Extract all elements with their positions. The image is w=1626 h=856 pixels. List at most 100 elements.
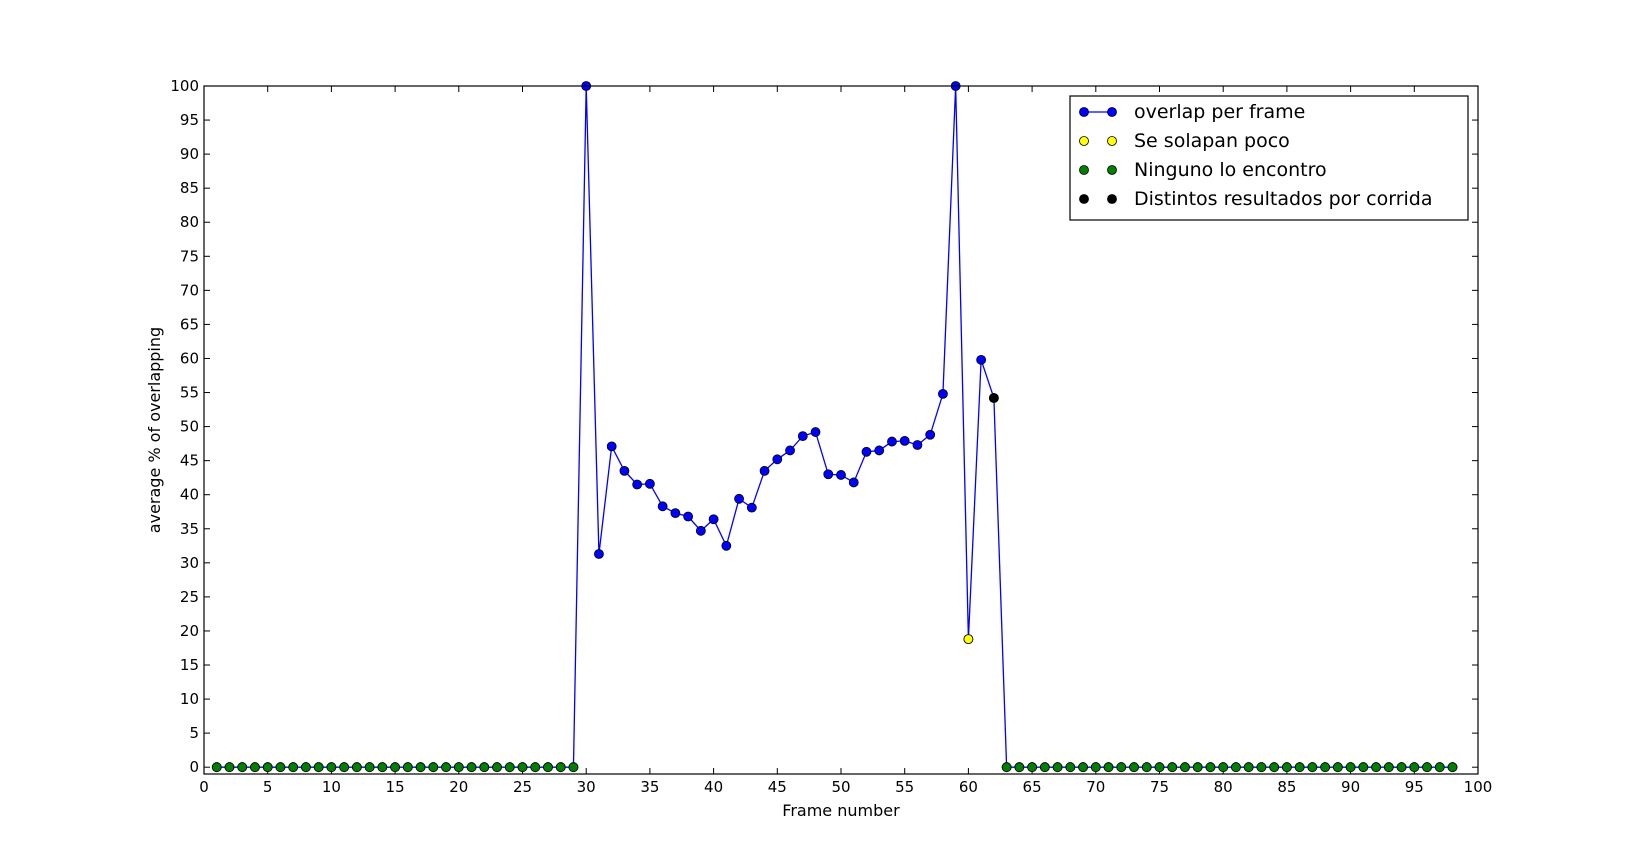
data-point <box>606 441 617 452</box>
data-point <box>492 762 502 773</box>
data-point <box>1282 762 1292 773</box>
y-tick-label: 65 <box>180 315 199 333</box>
y-tick-label: 85 <box>180 179 199 197</box>
x-tick-label: 80 <box>1214 778 1233 796</box>
data-point <box>1383 762 1394 773</box>
y-tick-label: 35 <box>180 520 199 538</box>
legend-marker <box>1079 165 1089 175</box>
x-tick-label: 35 <box>640 778 659 796</box>
data-point <box>619 465 630 476</box>
data-point <box>1269 762 1280 773</box>
x-tick-label: 90 <box>1341 778 1360 796</box>
series-layer <box>211 81 1458 773</box>
data-point <box>594 549 604 559</box>
data-point <box>351 762 362 773</box>
data-point <box>938 388 948 399</box>
data-point <box>275 762 286 773</box>
data-point <box>479 762 490 773</box>
data-point <box>759 465 770 476</box>
data-point <box>1320 762 1331 773</box>
y-tick-label: 80 <box>180 213 199 231</box>
y-tick-label: 55 <box>180 384 199 402</box>
data-point <box>963 634 974 645</box>
data-point <box>874 445 885 456</box>
data-point <box>313 762 324 773</box>
data-point <box>810 427 821 437</box>
data-point <box>695 525 706 536</box>
data-point <box>1434 762 1445 773</box>
data-point <box>1256 762 1267 773</box>
data-point <box>1065 762 1076 773</box>
data-point <box>453 762 464 773</box>
legend-frame <box>1069 95 1469 221</box>
data-point <box>1103 762 1114 773</box>
legend-marker <box>1107 136 1117 146</box>
data-point <box>1078 762 1088 773</box>
x-tick-label: 0 <box>199 778 209 796</box>
y-tick-label: 15 <box>180 656 199 674</box>
data-point <box>377 762 388 773</box>
x-tick-label: 5 <box>263 778 273 796</box>
data-point <box>1141 762 1152 773</box>
x-tick-label: 15 <box>386 778 405 796</box>
x-tick-label: 45 <box>768 778 787 796</box>
legend-marker <box>1079 107 1089 117</box>
legend-marker <box>1107 165 1117 175</box>
data-point <box>772 454 783 465</box>
data-point <box>1090 762 1101 773</box>
series-2 <box>211 762 1458 773</box>
data-point <box>211 762 222 773</box>
series-3 <box>988 393 999 403</box>
data-point <box>415 762 426 773</box>
data-point <box>1294 762 1305 773</box>
data-point <box>976 354 987 365</box>
data-point <box>1447 762 1458 773</box>
data-point <box>339 762 350 773</box>
x-tick-label: 75 <box>1150 778 1169 796</box>
data-point <box>390 762 401 773</box>
data-point <box>836 470 846 480</box>
data-point <box>1052 762 1063 773</box>
data-point <box>1167 762 1178 773</box>
data-point <box>683 511 694 522</box>
data-point <box>1192 762 1203 773</box>
data-point <box>632 479 643 490</box>
x-tick-label: 85 <box>1277 778 1296 796</box>
data-point <box>237 762 248 773</box>
legend-label: overlap per frame <box>1134 101 1305 123</box>
data-point <box>530 762 541 773</box>
plot-frame <box>203 85 1479 775</box>
data-point <box>1422 762 1432 773</box>
data-point <box>1307 762 1318 773</box>
x-tick-label: 10 <box>322 778 341 796</box>
x-tick-label: 60 <box>959 778 978 796</box>
y-tick-label: 20 <box>180 622 199 640</box>
data-point <box>1205 762 1216 773</box>
data-point <box>466 762 477 773</box>
data-point <box>1358 762 1369 773</box>
data-point <box>1371 762 1381 773</box>
data-point <box>861 446 872 457</box>
legend-marker <box>1079 136 1089 146</box>
y-tick-label: 10 <box>180 690 199 708</box>
x-tick-label: 40 <box>704 778 723 796</box>
x-tick-label: 30 <box>577 778 596 796</box>
data-point <box>568 762 579 773</box>
x-tick-label: 65 <box>1023 778 1042 796</box>
data-point <box>288 762 299 773</box>
data-point <box>1332 762 1343 773</box>
data-point <box>441 762 451 773</box>
data-point <box>797 431 808 442</box>
y-tick-label: 25 <box>180 588 199 606</box>
data-point <box>657 501 668 512</box>
data-point <box>504 762 515 773</box>
x-tick-label: 50 <box>831 778 850 796</box>
data-point <box>988 393 999 403</box>
y-tick-label: 5 <box>189 724 199 742</box>
data-point <box>721 540 732 551</box>
data-point <box>1129 762 1139 773</box>
y-tick-label: 0 <box>189 758 199 776</box>
legend-label: Distintos resultados por corrida <box>1134 188 1433 210</box>
